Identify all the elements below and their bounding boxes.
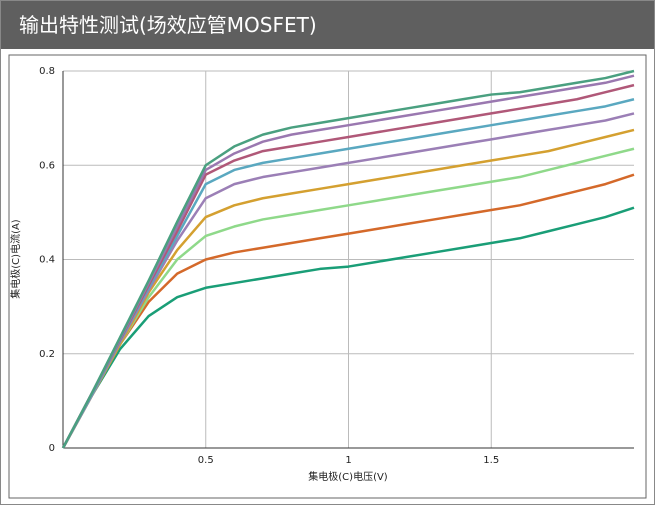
series-line — [61, 112, 635, 449]
series-line — [61, 74, 635, 449]
x-tick-label: 1 — [345, 455, 351, 466]
y-tick-label: 0.4 — [39, 255, 55, 266]
x-axis-label: 集电极(C)电压(V) — [308, 470, 388, 483]
series-line — [61, 173, 635, 449]
series-line — [61, 98, 635, 449]
x-tick-label: 0.5 — [198, 455, 214, 466]
y-tick-label: 0.8 — [39, 66, 55, 77]
series-line — [61, 83, 635, 449]
y-tick-label: 0.2 — [39, 349, 55, 360]
series-line — [61, 147, 635, 449]
series-line — [61, 206, 635, 449]
header-title: 输出特性测试(场效应管MOSFET) — [1, 1, 654, 49]
series-line — [61, 69, 635, 449]
x-tick-label: 1.5 — [483, 455, 499, 466]
y-axis-label: 集电极(C)电流(A) — [9, 219, 22, 299]
chart-border — [8, 54, 647, 499]
y-tick-label: 0 — [49, 443, 55, 454]
y-tick-label: 0.6 — [39, 160, 55, 171]
series-line — [61, 128, 635, 449]
